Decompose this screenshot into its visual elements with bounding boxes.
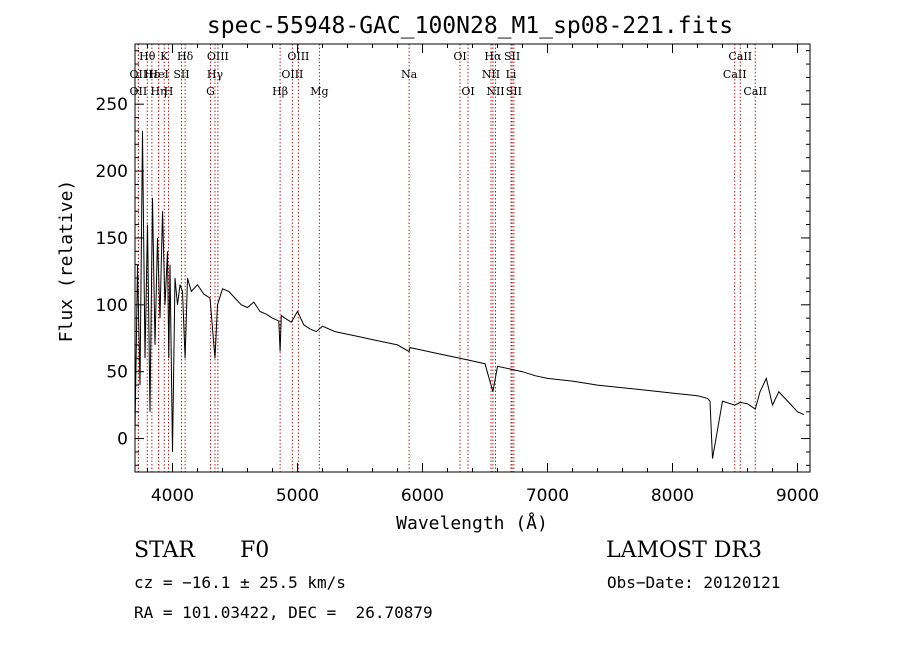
line-marker-label: Hθ xyxy=(139,50,156,63)
x-tick-label: 4000 xyxy=(151,486,194,506)
line-marker-label: Na xyxy=(401,68,418,81)
line-marker-label: SII xyxy=(173,68,189,81)
line-marker-label: Hβ xyxy=(272,85,288,98)
line-marker-label: OII xyxy=(130,68,148,81)
line-marker-label: OI xyxy=(461,85,474,98)
line-marker-label: OIII xyxy=(207,50,229,63)
spectrum-line-group xyxy=(134,130,804,459)
line-marker-label: H xyxy=(164,85,174,98)
spectrum-line xyxy=(134,130,804,459)
line-marker-label: Hη xyxy=(151,85,167,98)
obs-date-text: Obs−Date: 20120121 xyxy=(607,573,781,592)
x-tick-label: 6000 xyxy=(401,486,444,506)
line-marker-label: OII xyxy=(130,85,148,98)
line-marker-label: Mg xyxy=(310,85,328,98)
line-markers xyxy=(137,44,756,472)
x-tick-label: 9000 xyxy=(776,486,819,506)
coordinates-text: RA = 101.03422, DEC = 26.70879 xyxy=(134,603,433,622)
line-marker-label: Hγ xyxy=(207,68,224,81)
line-marker-label: SII xyxy=(504,50,520,63)
line-marker-label: CaII xyxy=(723,68,747,81)
y-tick-label: 150 xyxy=(96,229,128,249)
redshift-text: cz = −16.1 ± 25.5 km/s xyxy=(134,573,346,592)
line-marker-label: OI xyxy=(453,50,466,63)
y-tick-label: 50 xyxy=(106,363,128,383)
line-marker-label: Li xyxy=(506,68,517,81)
object-class: STAR xyxy=(134,538,195,563)
plot-frame xyxy=(134,43,811,473)
line-marker-label: OIII xyxy=(281,68,303,81)
line-marker-label: OIII xyxy=(287,50,309,63)
line-marker-label: HeI xyxy=(148,68,168,81)
line-marker-label: Hα xyxy=(484,50,502,63)
line-marker-label: K xyxy=(160,50,169,63)
line-marker-label: Hε xyxy=(144,68,160,81)
chart-title: spec-55948-GAC_100N28_M1_sp08-221.fits xyxy=(207,13,733,39)
line-marker-label: NII xyxy=(486,85,504,98)
object-subclass: F0 xyxy=(240,538,270,563)
line-marker-label: G xyxy=(206,85,215,98)
x-axis-label: Wavelength (Å) xyxy=(396,512,548,534)
axes: 4000 5000 6000 7000 8000 9000 0 50 100 150 200 250 xyxy=(96,44,819,506)
x-tick-label: 8000 xyxy=(651,486,694,506)
y-tick-label: 250 xyxy=(96,95,128,115)
x-tick-label: 7000 xyxy=(526,486,569,506)
x-tick-label: 5000 xyxy=(276,486,319,506)
line-marker-label: NII xyxy=(482,68,500,81)
y-tick-label: 0 xyxy=(117,430,128,450)
line-marker-label: Hδ xyxy=(177,50,194,63)
y-tick-label: 200 xyxy=(96,162,128,182)
survey-name: LAMOST DR3 xyxy=(606,538,762,563)
line-marker-label: SII xyxy=(506,85,522,98)
y-tick-label: 100 xyxy=(96,296,128,316)
y-axis-label: Flux (relative) xyxy=(56,180,77,343)
line-marker-label: CaII xyxy=(743,85,767,98)
line-marker-label: CaII xyxy=(728,50,752,63)
